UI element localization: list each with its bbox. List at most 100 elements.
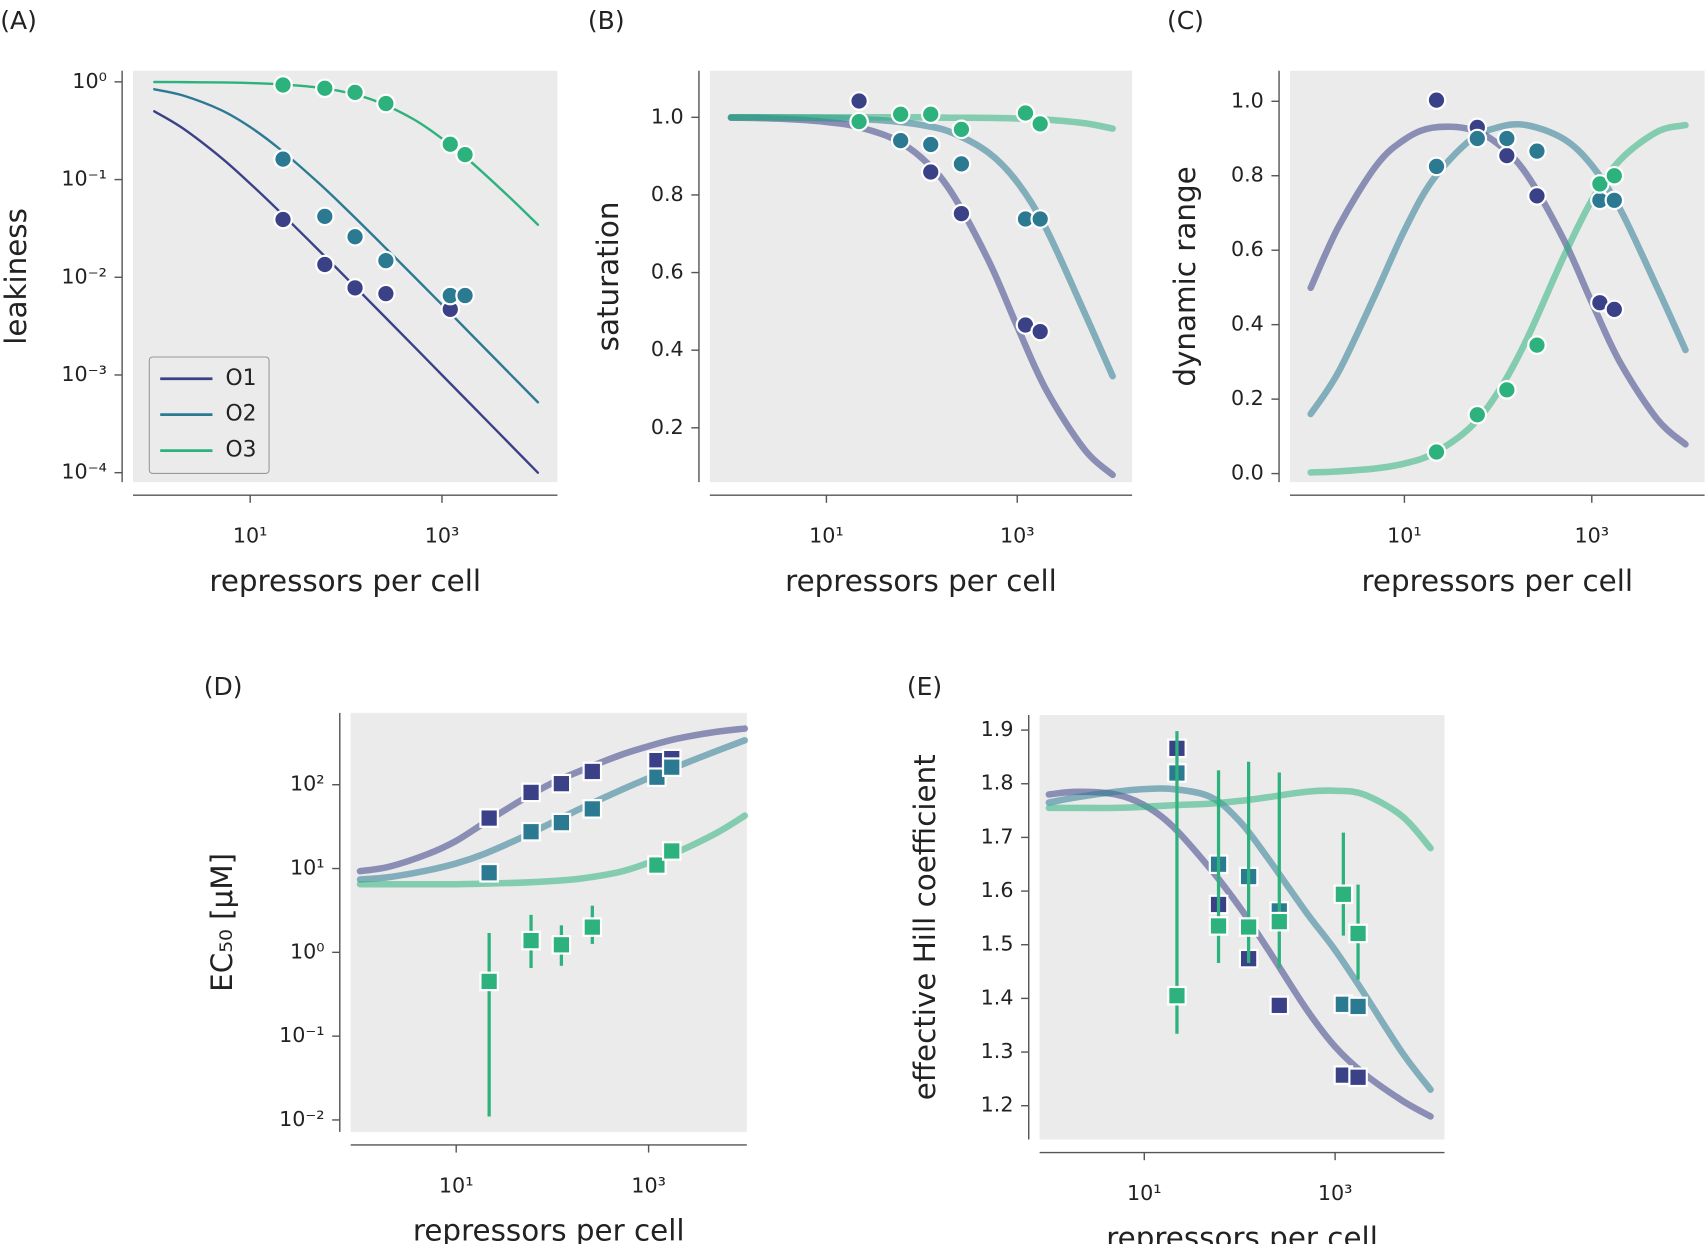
data-point (345, 82, 365, 103)
y-tick-label: 10⁰ (72, 69, 107, 93)
data-point (1497, 380, 1517, 400)
data-point (1426, 156, 1447, 177)
data-point (1269, 911, 1290, 932)
data-point (345, 278, 365, 298)
data-point (479, 862, 499, 883)
x-axis-label: repressors per cell (785, 564, 1057, 598)
y-tick-label: 1.9 (981, 717, 1014, 741)
data-point (315, 254, 335, 275)
plot-background (1289, 70, 1705, 483)
theory-curve (153, 88, 540, 404)
data-point (890, 130, 911, 151)
x-tick-label: 10³ (425, 524, 460, 548)
y-tick-label: 1.0 (651, 104, 684, 128)
data-point (1604, 299, 1625, 320)
data-point (582, 917, 603, 937)
x-tick-label: 10¹ (439, 1173, 474, 1197)
data-point (479, 971, 499, 992)
data-point (951, 154, 972, 174)
data-point (1238, 917, 1259, 937)
theory-curve (1045, 785, 1434, 1093)
y-tick-label: 0.4 (1231, 312, 1264, 336)
y-axis-label: saturation (591, 202, 625, 352)
data-point (1527, 141, 1547, 161)
data-point (951, 203, 972, 224)
data-point (849, 111, 869, 132)
data-point (551, 773, 572, 794)
y-tick-label: 1.6 (981, 878, 1014, 902)
theory-curve (1307, 123, 1689, 448)
data-point (521, 930, 541, 951)
y-tick-label: 0.0 (1231, 461, 1264, 485)
data-point (1030, 209, 1050, 229)
y-axis-label: dynamic range (1168, 166, 1202, 386)
theory-curve (1045, 787, 1434, 852)
y-axis-label: effective Hill coefficient (908, 754, 942, 1100)
legend-label: O3 (226, 438, 257, 463)
data-point (647, 767, 667, 787)
data-point (849, 91, 869, 111)
y-tick-label: 1.0 (1231, 88, 1264, 112)
data-point (661, 841, 682, 861)
x-tick-label: 10¹ (1387, 524, 1422, 548)
y-tick-label: 0.8 (1231, 163, 1264, 187)
y-axis-label: leakiness (0, 208, 33, 345)
y-tick-label: 0.2 (1231, 386, 1264, 410)
x-axis-label: repressors per cell (1361, 564, 1633, 598)
y-tick-label: 1.8 (981, 771, 1014, 795)
data-point (1497, 145, 1517, 166)
data-point (315, 206, 335, 227)
data-point (376, 93, 396, 114)
x-tick-label: 10³ (1574, 524, 1609, 548)
panel-label: (D) (204, 672, 243, 701)
panel-label: (A) (0, 6, 37, 35)
data-point (376, 250, 396, 271)
data-point (920, 134, 941, 155)
data-point (551, 812, 572, 833)
y-tick-label: 10⁻⁴ (61, 460, 106, 484)
data-point (345, 226, 365, 247)
y-tick-label: 1.4 (981, 985, 1014, 1009)
x-tick-label: 10³ (631, 1173, 666, 1197)
data-point (1527, 186, 1547, 206)
data-point (1167, 985, 1187, 1006)
y-tick-label: 0.6 (651, 260, 684, 284)
y-tick-label: 10⁻¹ (61, 167, 106, 191)
data-point (1497, 128, 1517, 149)
panel-label: (C) (1167, 6, 1204, 35)
data-point (890, 104, 911, 125)
data-point (273, 75, 293, 95)
data-point (582, 761, 603, 782)
y-tick-label: 0.2 (651, 415, 684, 439)
theory-curve (153, 110, 540, 474)
data-point (315, 78, 335, 99)
data-point (1333, 884, 1354, 905)
y-tick-label: 10⁰ (290, 939, 325, 963)
data-point (440, 134, 461, 155)
data-point (455, 144, 475, 165)
data-point (920, 104, 941, 125)
data-point (582, 799, 603, 819)
plot-background (350, 712, 747, 1132)
data-point (1426, 442, 1447, 462)
y-tick-label: 0.6 (1231, 237, 1264, 261)
data-point (1348, 996, 1368, 1017)
y-tick-label: 10¹ (290, 856, 325, 880)
data-point (479, 808, 499, 828)
data-point (1604, 165, 1625, 186)
theory-curve (1307, 121, 1689, 418)
data-point (1467, 404, 1488, 425)
y-tick-label: 1.3 (981, 1039, 1014, 1063)
data-point (647, 855, 667, 875)
data-point (521, 821, 541, 842)
y-tick-label: 10⁻² (61, 264, 106, 288)
data-point (661, 757, 682, 777)
data-point (273, 209, 293, 230)
data-point (455, 285, 475, 306)
data-point (1590, 174, 1610, 194)
y-tick-label: 1.5 (981, 932, 1014, 956)
legend-label: O1 (226, 366, 257, 391)
data-point (1269, 995, 1290, 1016)
x-tick-label: 10³ (1318, 1181, 1353, 1205)
